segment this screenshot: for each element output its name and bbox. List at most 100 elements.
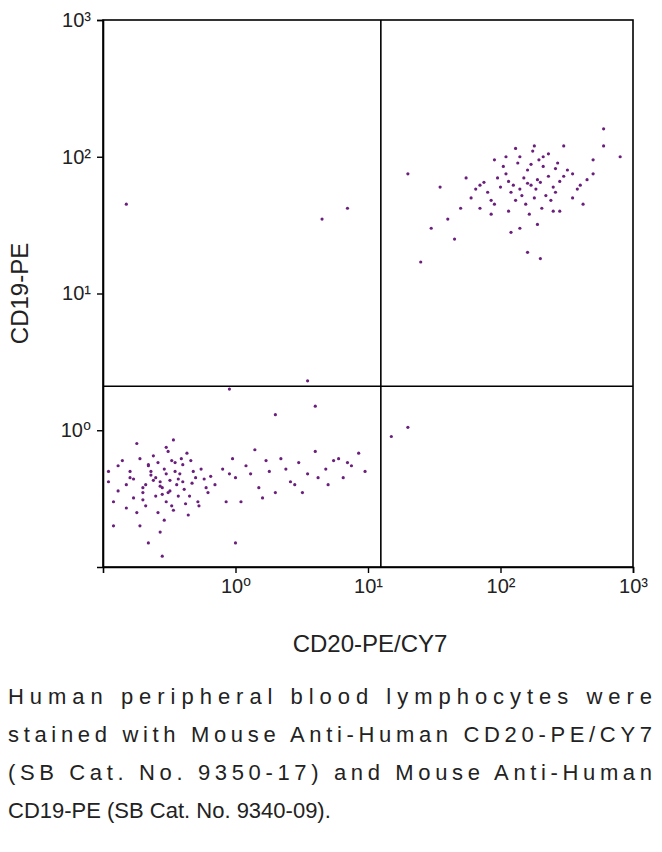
point [470, 196, 473, 199]
point [188, 494, 191, 497]
point [502, 165, 505, 168]
point [547, 152, 550, 155]
point [528, 213, 531, 216]
point [507, 180, 510, 183]
point [518, 227, 521, 230]
point [135, 442, 138, 445]
y-axis-title: CD19-PE [6, 243, 33, 344]
point [518, 155, 521, 158]
point [526, 168, 529, 171]
point [154, 476, 157, 479]
point [128, 470, 131, 473]
point [234, 476, 237, 479]
point [552, 210, 555, 213]
point [536, 178, 539, 181]
point [156, 511, 159, 514]
point [592, 172, 595, 175]
point [159, 485, 162, 488]
point [125, 506, 128, 509]
point [187, 513, 190, 516]
point [194, 476, 197, 479]
point [152, 479, 155, 482]
point [225, 500, 228, 503]
y-axis: 10⁰10¹10²10³ [61, 9, 104, 568]
point [571, 172, 574, 175]
point [165, 500, 168, 503]
point [316, 476, 319, 479]
point [293, 483, 296, 486]
point [490, 213, 493, 216]
point [539, 257, 542, 260]
point [172, 509, 175, 512]
x-axis: 10⁰10¹10²10³ [104, 567, 649, 597]
point [167, 450, 170, 453]
point [320, 217, 323, 220]
point [197, 504, 200, 507]
y-tick-mark [97, 20, 103, 21]
point [512, 184, 515, 187]
point [180, 457, 183, 460]
point [205, 486, 208, 489]
point [533, 196, 536, 199]
point [496, 176, 499, 179]
point [199, 467, 202, 470]
point [228, 472, 231, 475]
point [478, 184, 481, 187]
point [268, 470, 271, 473]
point [172, 438, 175, 441]
point [181, 463, 184, 466]
point [542, 165, 545, 168]
point [406, 426, 409, 429]
point [161, 493, 164, 496]
point [346, 461, 349, 464]
x-tick-mark [633, 567, 634, 573]
point [459, 207, 462, 210]
point [181, 480, 184, 483]
point [132, 496, 135, 499]
caption-line: (SB Cat. No. 9350-17) and Mouse Anti-Hum… [8, 760, 652, 785]
point [141, 498, 144, 501]
point [539, 181, 542, 184]
point [239, 500, 242, 503]
point [585, 178, 588, 181]
x-axis-title: CD20-PE/CY7 [293, 630, 448, 657]
point [301, 491, 304, 494]
chart: 10⁰10¹10²10³10⁰10¹10²10³ CD20-PE/CY7 CD19-… [0, 0, 662, 852]
gate-line [380, 20, 382, 567]
point [514, 199, 517, 202]
point [138, 524, 141, 527]
point [493, 158, 496, 161]
y-tick-label: 10³ [62, 9, 91, 31]
point [327, 483, 330, 486]
point [135, 511, 138, 514]
points [107, 127, 622, 558]
point [274, 491, 277, 494]
point [509, 231, 512, 234]
point [544, 194, 547, 197]
point [257, 486, 260, 489]
point [221, 467, 224, 470]
point [558, 210, 561, 213]
point [486, 191, 489, 194]
point [168, 479, 171, 482]
point [507, 210, 510, 213]
point [549, 199, 552, 202]
point [579, 184, 582, 187]
point [453, 237, 456, 240]
point [562, 144, 565, 147]
point [602, 144, 605, 147]
point [132, 477, 135, 480]
point [509, 191, 512, 194]
point [154, 494, 157, 497]
point [390, 435, 393, 438]
point [529, 163, 532, 166]
point [534, 188, 537, 191]
plot-frame [103, 20, 633, 567]
point [419, 260, 422, 263]
gates [103, 20, 633, 567]
point [324, 467, 327, 470]
x-tick: 10⁰ [221, 567, 251, 597]
point [206, 491, 209, 494]
point [554, 167, 557, 170]
point [566, 168, 569, 171]
